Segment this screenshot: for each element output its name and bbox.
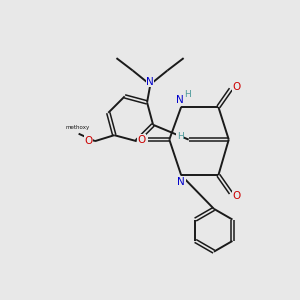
Text: N: N [146,76,154,87]
Text: methoxy: methoxy [65,125,89,130]
Text: H: H [177,132,184,141]
Text: O: O [232,82,240,92]
Text: O: O [137,135,146,145]
Text: N: N [177,177,185,187]
Text: O: O [84,136,93,146]
Text: N: N [176,95,184,105]
Text: H: H [184,90,191,99]
Text: O: O [232,191,240,201]
